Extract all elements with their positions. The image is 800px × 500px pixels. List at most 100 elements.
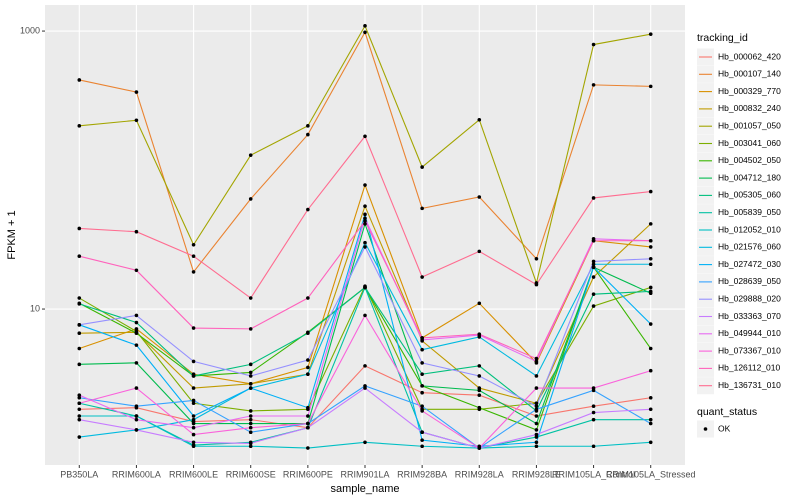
- data-point: [591, 262, 596, 267]
- data-point: [534, 414, 539, 418]
- data-point: [420, 336, 424, 340]
- data-point: [648, 421, 653, 426]
- data-point: [77, 393, 82, 397]
- legend-label: Hb_000062_420: [718, 51, 781, 61]
- data-point: [306, 405, 310, 410]
- data-point: [77, 346, 82, 351]
- data-point: [248, 370, 253, 375]
- data-point: [477, 249, 482, 254]
- data-point: [591, 444, 596, 449]
- data-point: [591, 42, 596, 47]
- data-point: [248, 430, 253, 434]
- data-point: [134, 229, 139, 234]
- x-tick-label: RRIM901LA: [340, 469, 389, 479]
- legend-label: Hb_000832_240: [718, 103, 781, 113]
- data-point: [477, 374, 482, 378]
- data-point: [248, 417, 253, 422]
- data-point: [420, 438, 424, 442]
- legend-label: Hb_021576_060: [718, 242, 781, 252]
- data-point: [363, 386, 367, 390]
- data-point: [134, 404, 139, 408]
- x-tick-label: RRIM600LA: [112, 469, 161, 479]
- data-point: [477, 405, 482, 410]
- data-point: [534, 404, 539, 408]
- legend-label: Hb_004502_050: [718, 155, 781, 165]
- data-point: [591, 275, 596, 279]
- data-point: [648, 256, 653, 261]
- legend-label: Hb_029888_020: [718, 293, 781, 303]
- legend-label: Hb_000107_140: [718, 69, 781, 79]
- data-point: [591, 404, 596, 408]
- data-point: [420, 390, 424, 395]
- data-point: [363, 440, 367, 445]
- x-tick-label: RRIM928BA: [397, 469, 447, 479]
- data-point: [306, 296, 310, 300]
- x-tick-label: PB350LA: [60, 469, 98, 479]
- data-point: [534, 432, 539, 437]
- data-point: [477, 117, 482, 122]
- data-point: [363, 183, 367, 187]
- data-point: [191, 440, 196, 445]
- x-tick-label: RRIM105LA_Stressed: [606, 469, 696, 479]
- legend-label: Hb_073367_010: [718, 345, 781, 355]
- data-point: [648, 395, 653, 400]
- data-point: [534, 435, 539, 439]
- data-point: [134, 327, 139, 331]
- data-point: [191, 421, 196, 426]
- legend-label: Hb_004712_180: [718, 172, 781, 182]
- y-axis-title: FPKM + 1: [6, 210, 18, 259]
- data-point: [534, 421, 539, 426]
- data-point: [363, 212, 367, 217]
- data-point: [77, 395, 82, 400]
- data-point: [591, 83, 596, 87]
- data-point: [248, 414, 253, 418]
- legend-label: Hb_049944_010: [718, 328, 781, 338]
- data-point: [134, 361, 139, 365]
- data-point: [134, 417, 139, 422]
- data-point: [191, 417, 196, 422]
- data-point: [534, 356, 539, 361]
- data-point: [248, 444, 253, 449]
- data-point: [363, 30, 367, 35]
- data-point: [420, 404, 424, 408]
- legend-label: Hb_136731_010: [718, 380, 781, 390]
- data-point: [191, 359, 196, 364]
- data-point: [477, 393, 482, 397]
- data-point: [77, 323, 82, 327]
- legend-label: Hb_001057_050: [718, 120, 781, 130]
- data-point: [591, 265, 596, 270]
- data-point: [306, 207, 310, 212]
- data-point: [191, 398, 196, 403]
- data-point: [648, 262, 653, 267]
- data-point: [648, 245, 653, 249]
- data-point: [477, 446, 482, 450]
- data-point: [648, 32, 653, 36]
- points: [77, 24, 653, 450]
- data-point: [134, 118, 139, 123]
- data-point: [534, 428, 539, 432]
- data-point: [591, 386, 596, 390]
- x-tick-label: RRIM600LE: [169, 469, 218, 479]
- data-point: [363, 204, 367, 208]
- data-point: [363, 285, 367, 290]
- data-point: [477, 195, 482, 199]
- data-point: [77, 296, 82, 300]
- data-point: [648, 440, 653, 445]
- shape-legend-title: quant_status: [697, 406, 757, 418]
- data-point: [306, 446, 310, 450]
- data-point: [306, 124, 310, 128]
- legend-label: Hb_003041_060: [718, 138, 781, 148]
- data-point: [363, 364, 367, 368]
- data-point: [77, 435, 82, 439]
- data-point: [134, 320, 139, 325]
- x-tick-label: RRIM928LA: [455, 469, 504, 479]
- data-point: [134, 331, 139, 336]
- legend-label: Hb_000329_770: [718, 86, 781, 96]
- data-point: [477, 364, 482, 368]
- axes: 10 1000 PB350LA RRIM600LA RRIM600LE RRIM600SE…: [20, 25, 696, 479]
- data-point: [363, 313, 367, 318]
- data-point: [591, 238, 596, 243]
- data-point: [306, 132, 310, 137]
- data-point: [420, 361, 424, 365]
- data-point: [363, 24, 367, 28]
